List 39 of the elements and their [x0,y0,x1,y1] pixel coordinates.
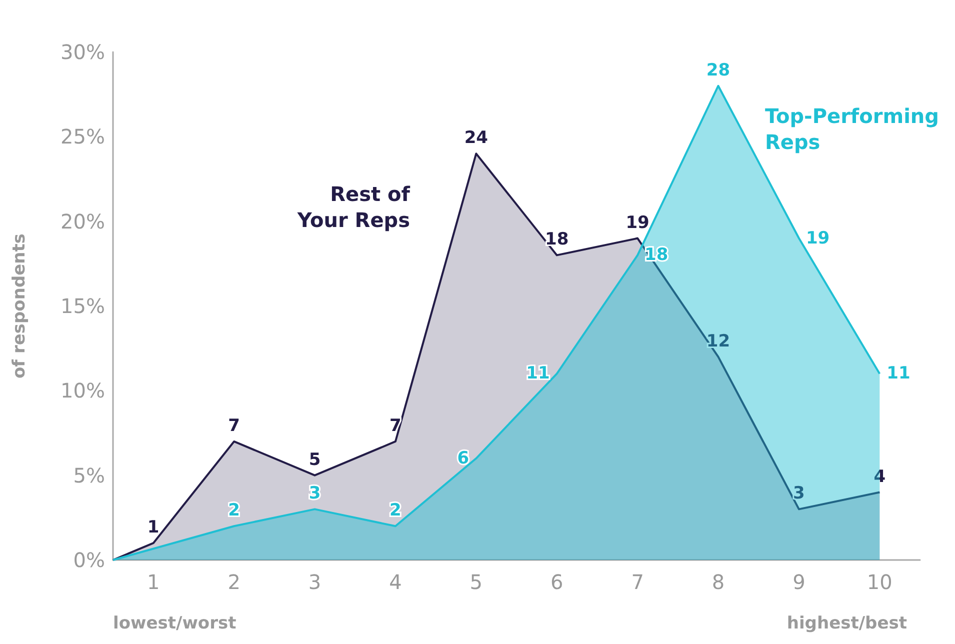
data-label: 11 [526,364,550,384]
data-label: 1 [147,518,160,538]
data-label: 4 [874,466,886,487]
text: Rest of Your Reps [296,182,410,232]
data-label: 7 [228,416,240,436]
text: lowest/worst [113,614,236,634]
data-label: 2 [228,500,240,521]
data-label: 12 [706,331,730,352]
y-tick-label: 0% [73,548,105,572]
data-label: 24 [464,128,488,148]
data-label: 19 [806,228,830,248]
data-label: 2 [390,500,402,521]
data-label: 3 [308,484,321,504]
x-tick-label: 7 [631,570,644,594]
y-tick-label: 20% [60,209,105,234]
x-tick-label: 10 [866,570,892,594]
data-label: 28 [706,60,730,80]
y-tick-label: 10% [60,378,105,403]
y-tick-label: 25% [60,124,105,149]
data-label: 3 [793,484,805,504]
data-label: 19 [626,212,650,233]
x-tick-label: 6 [550,570,564,594]
x-tick-label: 8 [712,570,725,594]
y-axis-title: of respondents [10,233,30,379]
x-tick-label: 2 [228,570,240,594]
data-label: 6 [457,448,470,468]
y-tick-label: 30% [60,40,105,64]
data-label: 5 [308,450,321,470]
data-label: 11 [886,364,910,384]
x-tick-label: 5 [470,570,483,594]
series-label: Top-Performing Reps [765,104,939,154]
y-tick-label: 5% [73,463,105,488]
data-label: 18 [545,230,569,250]
x-tick-label: 9 [792,570,806,594]
x-tick-label: 4 [389,570,402,594]
x-tick-label: 3 [308,570,322,594]
text: highest/best [786,614,908,634]
x-tick-label: 1 [146,570,160,594]
y-tick-label: 15% [60,294,105,318]
